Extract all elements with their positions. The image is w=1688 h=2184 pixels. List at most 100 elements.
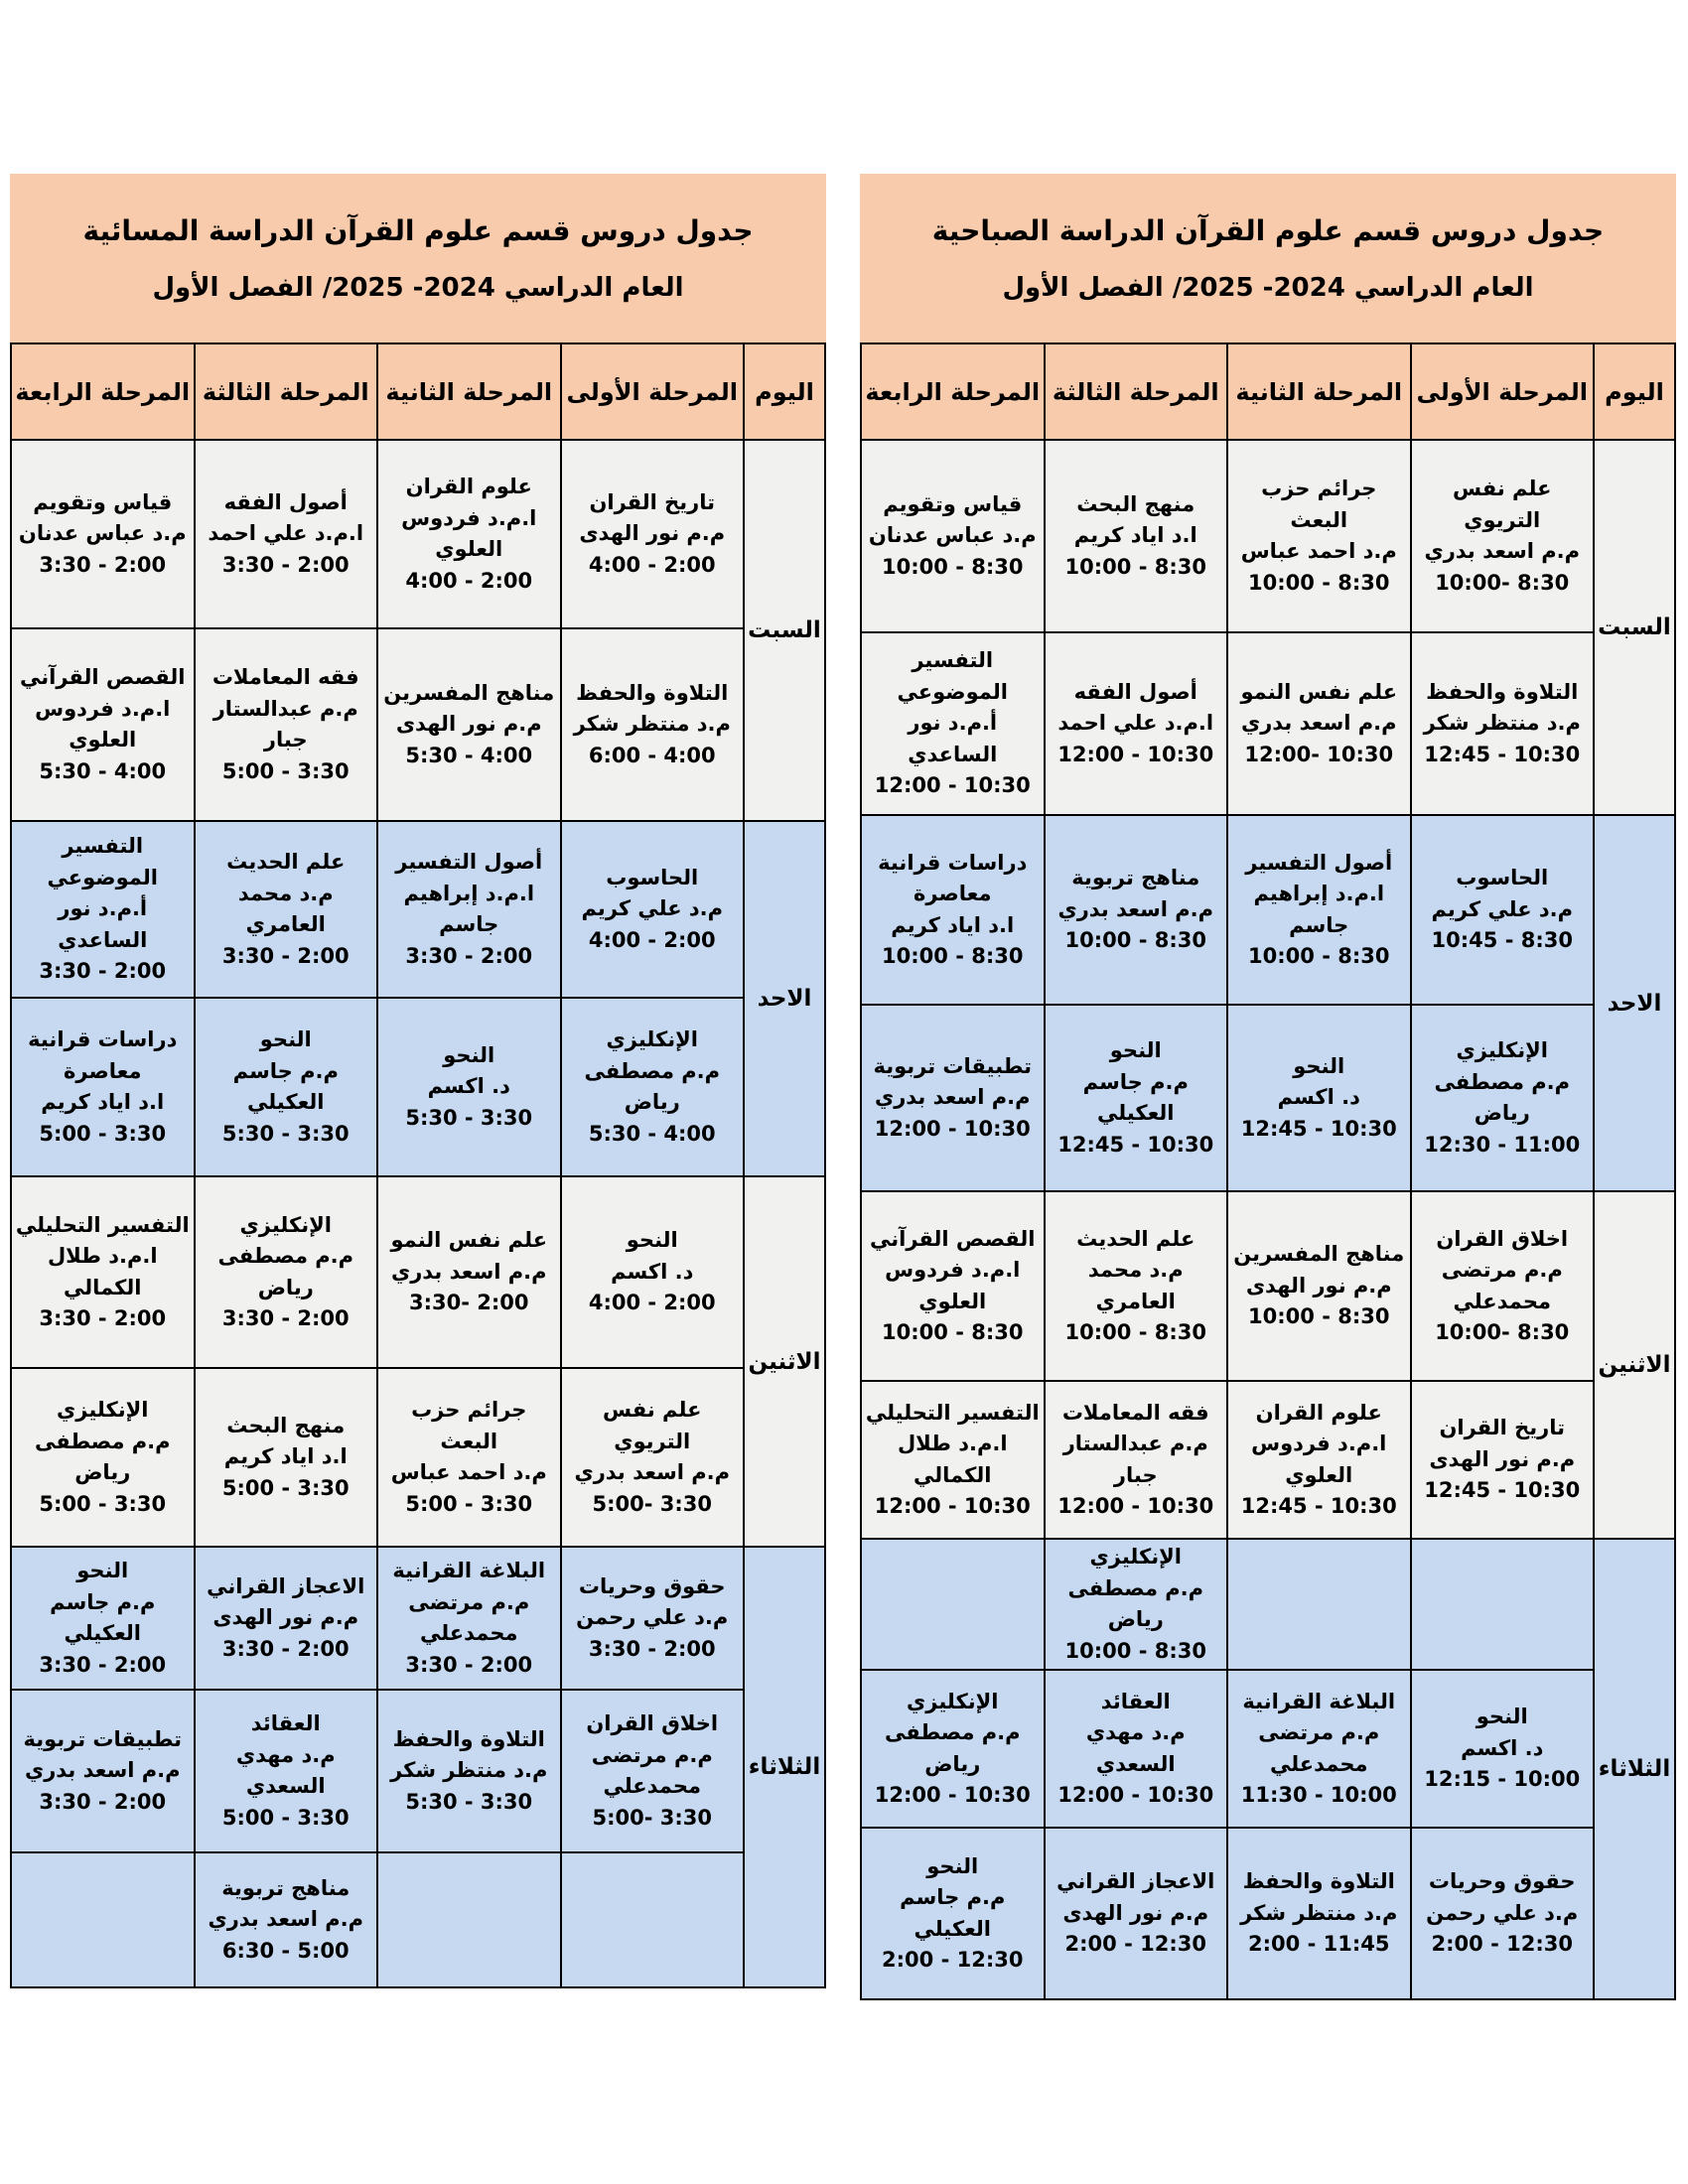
schedule-cell: دراسات قرانية معاصرة ا.د اياد كريم 10:00 -… — [860, 814, 1046, 1006]
column-header-stage2: المرحلة الثانية — [376, 342, 562, 441]
schedule-cell: علوم القران ا.م.د فردوس العلوي 12:45 - 10:… — [1226, 1380, 1412, 1540]
table-row: الاثنين اخلاق القران م.م مرتضى محمدعلي 10:… — [860, 1190, 1676, 1540]
table-row: تاريخ القران م.م نور الهدى 12:45 - 10:30 ع… — [860, 1380, 1675, 1540]
header-row: اليوم المرحلة الأولى المرحلة الثانية الم… — [860, 342, 1676, 441]
day-cell: الاحد — [743, 820, 826, 1177]
schedule-cell: الاعجاز القراني م.م نور الهدى 3:30 - 2:00 — [193, 1546, 378, 1691]
table-row: الاثنين النحو د. اكسم 4:00 - 2:00 علم نفس … — [10, 1175, 826, 1548]
schedule-cell: النحو د. اكسم 5:30 - 3:30 — [376, 997, 562, 1177]
schedule-cell: الحاسوب م.د علي كريم 10:45 - 8:30 — [1409, 814, 1595, 1006]
day-cell: السبت — [743, 439, 826, 822]
schedule-cell: أصول الفقه ا.م.د علي احمد 12:00 - 10:30 — [1043, 631, 1228, 816]
schedule-cell: علم الحديث م.د محمد العامري 10:00 - 8:30 — [1043, 1190, 1228, 1382]
table-row: علم نفس التريوي م.م اسعد بدري 5:00- 3:30 ج… — [10, 1367, 825, 1548]
schedule-tables-container: جدول دروس قسم علوم القرآن الدراسة الصباح… — [10, 174, 1676, 2000]
schedule-cell: جرائم حزب البعث م.د احمد عباس 5:00 - 3:30 — [376, 1367, 562, 1548]
column-header-stage3: المرحلة الثالثة — [193, 342, 378, 441]
schedule-cell: الإنكليزي م.م مصطفى رياض 5:30 - 4:00 — [559, 997, 745, 1177]
table-row: الثلاثاء حقوق وحريات م.د علي رحمن 3:30 - 2… — [10, 1546, 826, 1988]
schedule-cell: التفسير الموضوعي أ.م.د نور الساعدي 3:30 - … — [10, 820, 196, 999]
schedule-cell: تطبيقات تربوية م.م اسعد بدري 12:00 - 10:30 — [860, 1004, 1046, 1192]
column-header-day: اليوم — [743, 342, 826, 441]
column-header-stage1: المرحلة الأولى — [559, 342, 745, 441]
table-title: جدول دروس قسم علوم القرآن الدراسة المسائ… — [82, 213, 754, 247]
schedule-cell: التفسير التحليلي ا.م.د طلال الكمالي 12:00 … — [860, 1380, 1046, 1540]
schedule-cell: مناهج تربوية م.م اسعد بدري 10:00 - 8:30 — [1043, 814, 1228, 1006]
schedule-cell: علم نفس التريوي م.م اسعد بدري 5:00- 3:30 — [559, 1367, 745, 1548]
schedule-cell: فقه المعاملات م.م عبدالستار جبار 5:00 - 3:… — [193, 627, 378, 822]
academic-year: العام الدراسي 2024- 2025/ الفصل الأول — [152, 272, 684, 303]
schedule-cell: منهج البحث ا.د اياد كريم 10:00 - 8:30 — [1043, 439, 1228, 633]
evening-schedule: جدول دروس قسم علوم القرآن الدراسة المسائ… — [10, 174, 826, 2000]
table-title: جدول دروس قسم علوم القرآن الدراسة الصباح… — [931, 213, 1605, 247]
schedule-cell: منهج البحث ا.د اياد كريم 5:00 - 3:30 — [193, 1367, 378, 1548]
schedule-cell: تاريخ القران م.م نور الهدى 12:45 - 10:30 — [1409, 1380, 1595, 1540]
schedule-cell: القصص القرآني ا.م.د فردوس العلوي 5:30 - 4:… — [10, 627, 196, 822]
schedule-cell: الإنكليزي م.م مصطفى رياض 10:00 - 8:30 — [1043, 1538, 1228, 1671]
schedule-cell: النحو م.م جاسم العكيلي 3:30 - 2:00 — [10, 1546, 196, 1691]
column-header-stage1: المرحلة الأولى — [1409, 342, 1595, 441]
schedule-cell: الإنكليزي م.م مصطفى رياض 12:00 - 10:30 — [860, 1669, 1046, 1829]
schedule-cell: النحو م.م جاسم العكيلي 5:30 - 3:30 — [193, 997, 378, 1177]
schedule-cell: حقوق وحريات م.د علي رحمن 2:00 - 12:30 — [1409, 1827, 1595, 2000]
header-row: اليوم المرحلة الأولى المرحلة الثانية الم… — [10, 342, 826, 441]
table-row: الاحد الحاسوب م.د علي كريم 10:45 - 8:30 أص… — [860, 814, 1676, 1192]
schedule-cell: الإنكليزي م.م مصطفى رياض 5:00 - 3:30 — [10, 1367, 196, 1548]
schedule-cell: علم الحديث م.د محمد العامري 3:30 - 2:00 — [193, 820, 378, 999]
column-header-stage3: المرحلة الثالثة — [1043, 342, 1228, 441]
schedule-cell: مناهج تربوية م.م اسعد بدري 6:30 - 5:00 — [193, 1851, 378, 1988]
schedule-cell — [376, 1851, 562, 1988]
schedule-cell: التلاوة والحفظ م.د منتظر شكر 12:45 - 10:30 — [1409, 631, 1595, 816]
table-row: حقوق وحريات م.د علي رحمن 2:00 - 12:30 التل… — [860, 1827, 1675, 2000]
table-row: النحو د. اكسم 12:15 - 10:00 البلاغة القران… — [860, 1669, 1675, 1829]
schedule-cell: أصول الفقه ا.م.د علي احمد 3:30 - 2:00 — [193, 439, 378, 629]
schedule-cell: علم نفس التريوي م.م اسعد بدري 10:00- 8:30 — [1409, 439, 1595, 633]
schedule-cell: العقائد م.د مهدي السعدي 5:00 - 3:30 — [193, 1689, 378, 1853]
schedule-cell — [10, 1851, 196, 1988]
schedule-cell: القصص القرآني ا.م.د فردوس العلوي 10:00 - 8… — [860, 1190, 1046, 1382]
table-row: الإنكليزي م.م مصطفى رياض 12:30 - 11:00 الن… — [860, 1004, 1675, 1192]
schedule-cell: فقه المعاملات م.م عبدالستار جبار 12:00 - 1… — [1043, 1380, 1228, 1540]
schedule-cell — [860, 1538, 1046, 1671]
schedule-cell: البلاغة القرانية م.م مرتضى محمدعلي 3:30 - … — [376, 1546, 562, 1691]
evening-title-zone: جدول دروس قسم علوم القرآن الدراسة المسائ… — [10, 174, 826, 342]
schedule-cell: علوم القران ا.م.د فردوس العلوي 4:00 - 2:00 — [376, 439, 562, 629]
schedule-cell: النحو د. اكسم 4:00 - 2:00 — [559, 1175, 745, 1369]
day-cell: الثلاثاء — [1593, 1538, 1676, 2000]
day-cell: السبت — [1593, 439, 1676, 816]
schedule-cell: الإنكليزي م.م مصطفى رياض 12:30 - 11:00 — [1409, 1004, 1595, 1192]
schedule-cell: التفسير التحليلي ا.م.د طلال الكمالي 3:30 -… — [10, 1175, 196, 1369]
morning-table: اليوم المرحلة الأولى المرحلة الثانية الم… — [860, 342, 1676, 2000]
schedule-cell: أصول التفسير ا.م.د إبراهيم جاسم 3:30 - 2:0… — [376, 820, 562, 999]
column-header-stage4: المرحلة الرابعة — [860, 342, 1046, 441]
schedule-cell: تاريخ القران م.م نور الهدى 4:00 - 2:00 — [559, 439, 745, 629]
evening-table: اليوم المرحلة الأولى المرحلة الثانية الم… — [10, 342, 826, 1988]
schedule-cell: النحو د. اكسم 12:45 - 10:30 — [1226, 1004, 1412, 1192]
column-header-stage2: المرحلة الثانية — [1226, 342, 1412, 441]
morning-title-zone: جدول دروس قسم علوم القرآن الدراسة الصباح… — [860, 174, 1676, 342]
schedule-cell: النحو م.م جاسم العكيلي 12:45 - 10:30 — [1043, 1004, 1228, 1192]
schedule-cell: الحاسوب م.د علي كريم 4:00 - 2:00 — [559, 820, 745, 999]
schedule-cell: مناهج المفسرين م.م نور الهدى 5:30 - 4:00 — [376, 627, 562, 822]
schedule-cell: علم نفس النمو م.م اسعد بدري 12:00- 10:30 — [1226, 631, 1412, 816]
schedule-cell: اخلاق القران م.م مرتضى محمدعلي 5:00- 3:30 — [559, 1689, 745, 1853]
column-header-day: اليوم — [1593, 342, 1676, 441]
table-row: اخلاق القران م.م مرتضى محمدعلي 5:00- 3:30 … — [10, 1689, 825, 1853]
table-row: التلاوة والحفظ م.د منتظر شكر 12:45 - 10:30… — [860, 631, 1675, 816]
schedule-cell — [1226, 1538, 1412, 1671]
schedule-cell: العقائد م.د مهدي السعدي 12:00 - 10:30 — [1043, 1669, 1228, 1829]
morning-schedule: جدول دروس قسم علوم القرآن الدراسة الصباح… — [860, 174, 1676, 2000]
schedule-cell: حقوق وحريات م.د علي رحمن 3:30 - 2:00 — [559, 1546, 745, 1691]
day-cell: الاثنين — [1593, 1190, 1676, 1540]
schedule-cell: التفسير الموضوعي أ.م.د نور الساعدي 12:00 -… — [860, 631, 1046, 816]
table-row: التلاوة والحفظ م.د منتظر شكر 6:00 - 4:00 م… — [10, 627, 825, 822]
table-row: مناهج تربوية م.م اسعد بدري 6:30 - 5:00 — [10, 1851, 825, 1988]
schedule-cell: البلاغة القرانية م.م مرتضى محمدعلي 11:30 -… — [1226, 1669, 1412, 1829]
schedule-cell: قياس وتقويم م.د عباس عدنان 10:00 - 8:30 — [860, 439, 1046, 633]
academic-year: العام الدراسي 2024- 2025/ الفصل الأول — [1002, 272, 1534, 303]
schedule-cell: أصول التفسير ا.م.د إبراهيم جاسم 10:00 - 8:… — [1226, 814, 1412, 1006]
table-row: السبت علم نفس التريوي م.م اسعد بدري 10:00-… — [860, 439, 1676, 816]
day-cell: الاحد — [1593, 814, 1676, 1192]
table-row: السبت تاريخ القران م.م نور الهدى 4:00 - 2:… — [10, 439, 826, 822]
schedule-cell: الاعجاز القراني م.م نور الهدى 2:00 - 12:30 — [1043, 1827, 1228, 2000]
